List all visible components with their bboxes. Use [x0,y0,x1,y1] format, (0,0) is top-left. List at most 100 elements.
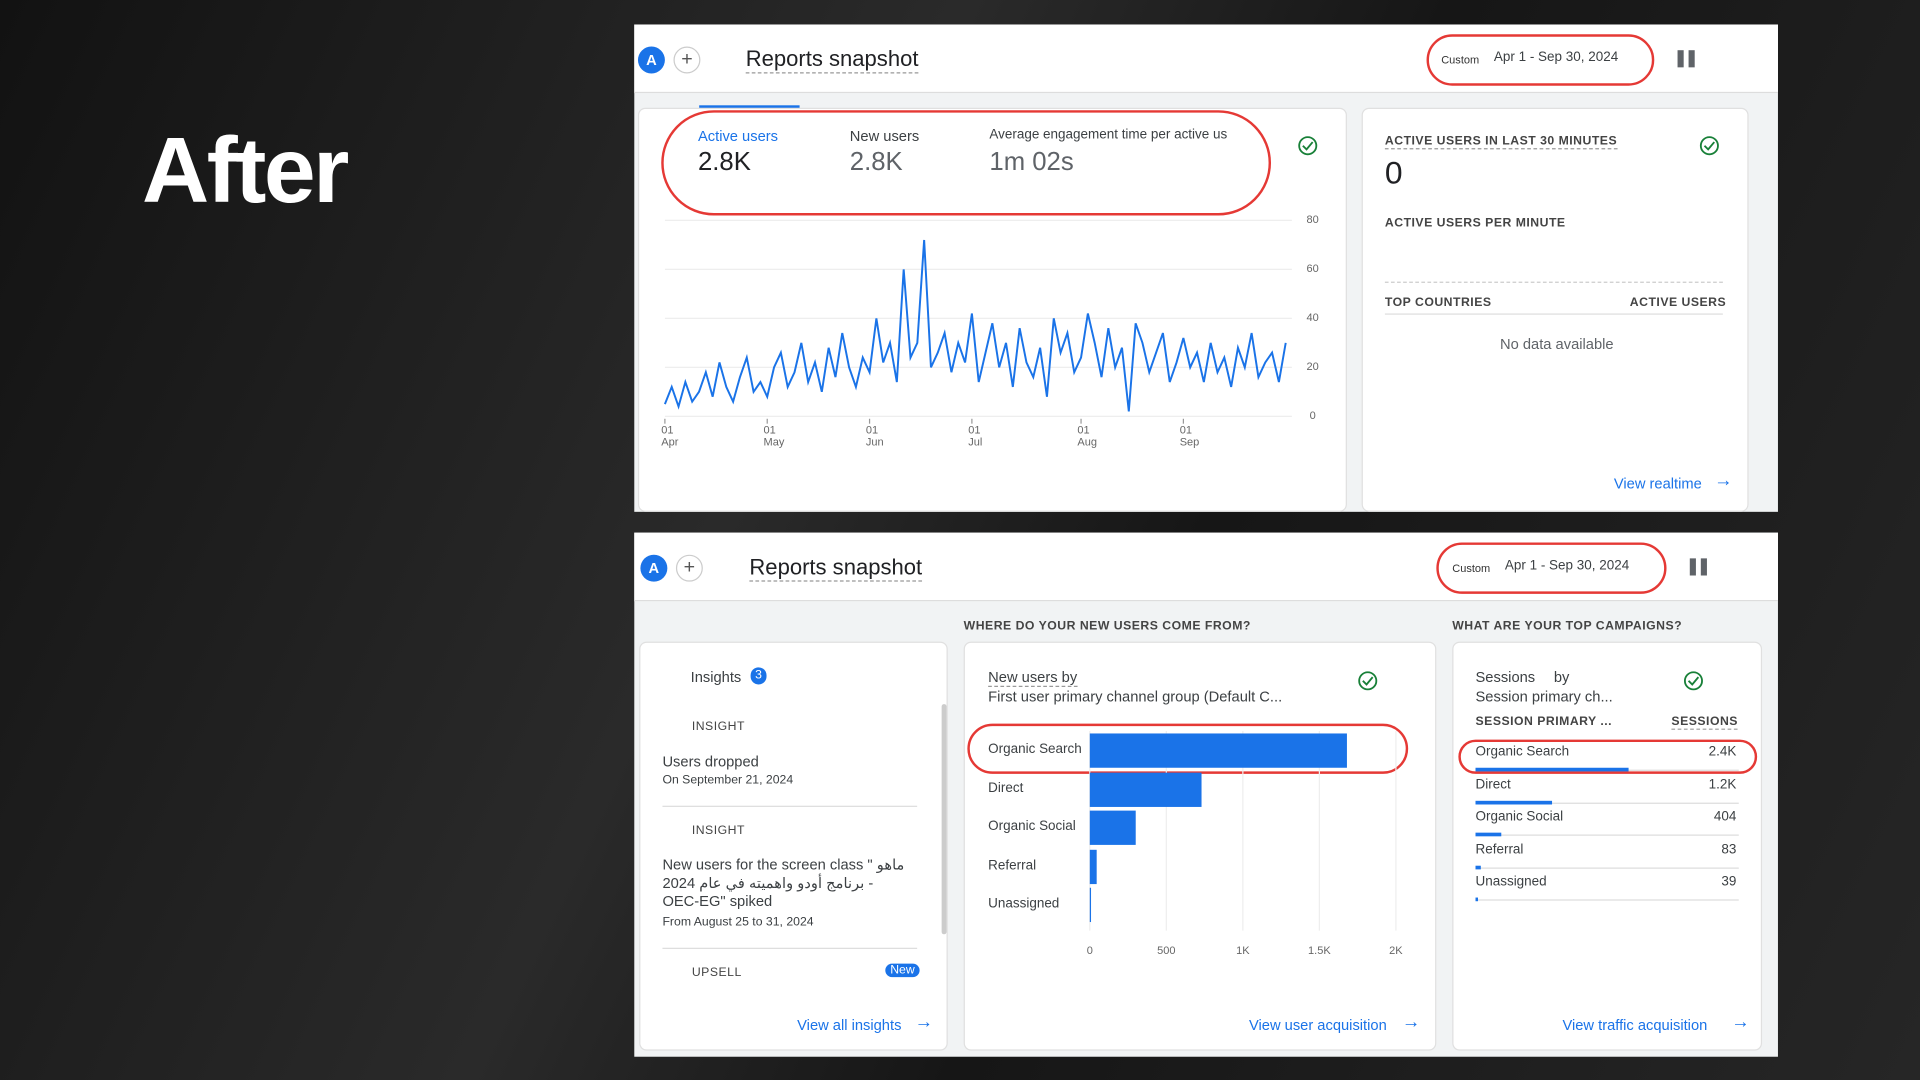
insight-date: On September 21, 2024 [662,773,794,788]
column-header: SESSION PRIMARY ... [1475,715,1613,729]
empty-note: No data available [1500,335,1614,353]
highlight [1436,542,1667,594]
bar [1475,865,1481,870]
column-header: TOP COUNTRIES [1384,296,1492,310]
arrow[interactable]: → [1402,1011,1421,1033]
slide-title: After [142,118,349,223]
badge: 3 [750,667,767,685]
row-value: 39 [1721,874,1737,889]
realtime-title: ACTIVE USERS IN LAST 30 MINUTES [1384,134,1618,150]
new-badge: New [885,963,920,978]
realtime-value: 0 [1384,154,1403,192]
insight-tag: INSIGHT [691,824,745,838]
x-tick-label: 0 [1086,944,1093,957]
avatar[interactable]: A [640,554,668,582]
link[interactable]: View user acquisition [1248,1016,1387,1034]
insight-title[interactable]: Users dropped [662,753,759,771]
x-tick-label: 2K [1389,944,1403,957]
x-tick-label: 01 Jul [968,423,983,449]
row-label: Unassigned [1475,874,1547,889]
x-tick-label: 01 Aug [1077,423,1097,449]
bottom-panel: A + Reports snapshot Custom Apr 1 - Sep … [634,532,1778,1057]
column-header: ACTIVE USERS [1629,296,1727,310]
campaigns-card [1452,641,1763,1051]
insights-title: Insights [690,668,742,686]
x-tick-label: 01 Apr [661,423,679,449]
metric-label[interactable]: New users [849,127,920,145]
metric-label[interactable]: Active users [697,127,778,145]
row-label: Referral [1475,842,1524,858]
metric-label[interactable]: Average engagement time per active us [989,127,1228,143]
bar [1089,810,1136,845]
y-tick-label: 0 [1309,408,1316,422]
bar [1475,832,1502,837]
insight-date: From August 25 to 31, 2024 [662,915,814,930]
row-value: 83 [1721,842,1737,858]
realtime-card [1361,107,1749,512]
insights-card [639,641,948,1051]
link[interactable]: View all insights [797,1016,902,1034]
page-title: Reports snapshot [749,555,923,582]
category-label: Direct [988,781,1024,796]
link[interactable]: View realtime [1613,475,1702,493]
x-tick-label: 01 May [763,423,785,449]
metric-value: 2.8K [849,148,903,177]
link[interactable]: View traffic acquisition [1562,1016,1708,1034]
line [663,239,1287,412]
bar [1089,772,1202,807]
row-label: Organic Search [1475,744,1570,760]
y-tick-label: 80 [1306,213,1319,226]
metric-selector[interactable]: New users by [988,668,1078,687]
category-label: Unassigned [988,896,1060,912]
add-button[interactable]: + [673,46,701,74]
bar [1475,897,1478,902]
x-tick-label: 1.5K [1308,944,1331,957]
category-label: Referral [988,858,1037,874]
insight-title[interactable]: New users for the screen class " ماهو بر… [662,855,905,910]
arrow[interactable]: → [1714,470,1733,492]
section-title: WHAT ARE YOUR TOP CAMPAIGNS? [1452,619,1683,634]
add-button[interactable]: + [675,554,703,582]
bar [1089,887,1092,923]
arrow[interactable]: → [914,1011,934,1033]
highlight [1426,34,1655,86]
bar [1089,733,1347,768]
bar [1475,767,1629,772]
label: ACTIVE USERS PER MINUTE [1384,216,1566,231]
top-panel: A + Reports snapshot Custom Apr 1 - Sep … [634,24,1778,512]
highlight [1458,739,1758,774]
upsell-tag: UPSELL [691,966,742,980]
label: by [1553,668,1570,686]
dimension-selector[interactable]: First user primary channel group (Defaul… [988,688,1283,706]
category-label: Organic Social [988,819,1076,834]
avatar[interactable]: A [637,46,665,74]
section-title: WHERE DO YOUR NEW USERS COME FROM? [963,619,1251,634]
y-tick-label: 60 [1306,262,1319,275]
metric-selector[interactable]: Sessions [1475,668,1536,686]
y-tick-label: 20 [1306,360,1319,373]
date-range[interactable]: Apr 1 - Sep 30, 2024 [1504,558,1630,574]
category-label: Organic Search [988,742,1082,757]
row-value: 404 [1713,809,1737,825]
column-header: SESSIONS [1671,715,1738,730]
dimension-selector[interactable]: Session primary ch... [1475,688,1613,706]
y-tick-label: 40 [1306,311,1319,324]
row-value: 1.2K [1708,777,1737,793]
page-title: Reports snapshot [745,47,919,74]
insight-tag: INSIGHT [691,720,745,734]
highlight [661,110,1272,216]
x-tick-label: 1K [1236,944,1250,957]
date-range[interactable]: Apr 1 - Sep 30, 2024 [1493,50,1619,65]
bar [1089,849,1097,885]
row-value: 2.4K [1708,744,1737,760]
x-tick-label: 01 Jun [865,423,884,449]
acquisition-card [963,641,1437,1051]
x-tick-label: 01 Sep [1179,423,1200,449]
arrow[interactable]: → [1731,1011,1750,1033]
metric-value: 1m 02s [989,148,1074,177]
bar [1475,800,1553,805]
x-tick-label: 500 [1157,944,1176,957]
